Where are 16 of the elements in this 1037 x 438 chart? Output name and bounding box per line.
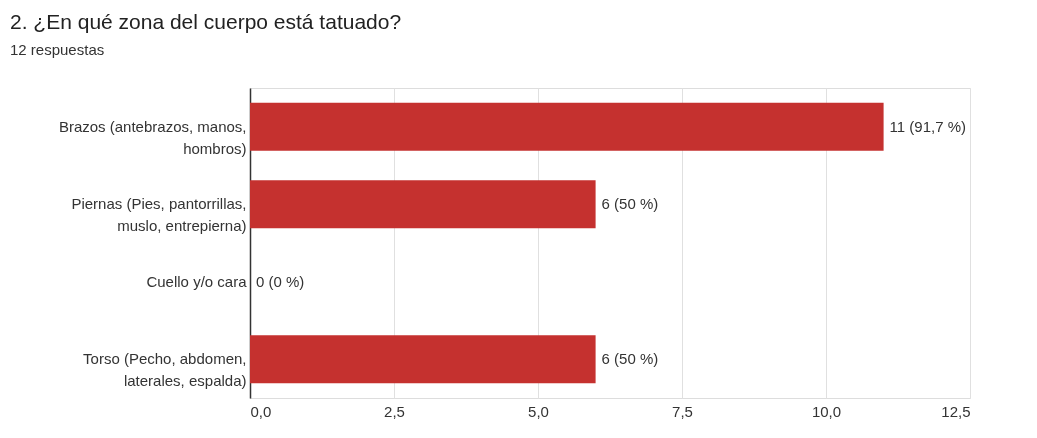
x-tick-label: 2,5: [384, 402, 405, 420]
x-tick-label: 5,0: [528, 402, 549, 420]
data-label: 11 (91,7 %): [889, 117, 967, 135]
y-tick-label: Brazos (antebrazos, manos, hombros): [58, 117, 247, 157]
data-label: 6 (50 %): [601, 195, 659, 213]
x-tick-label: 7,5: [672, 402, 693, 420]
x-tick-label: 10,0: [811, 402, 842, 420]
x-tick-label: 12,5: [941, 402, 971, 420]
y-tick-label: Piernas (Pies, pantorrillas, muslo, entrepierna): [71, 195, 247, 235]
text: 12 respuestas: [10, 41, 105, 58]
x-tick-label: 0,0: [250, 402, 272, 420]
y-tick-label: Torso (Pecho, abdomen, laterales, espalda): [83, 350, 247, 390]
chart-title: 2. ¿En qué zona del cuerpo está tatuado?: [10, 10, 402, 33]
y-tick-label: Cuello y/o cara: [146, 272, 248, 290]
data-label: 0 (0 %): [256, 272, 305, 290]
data-label: 6 (50 %): [601, 350, 659, 368]
